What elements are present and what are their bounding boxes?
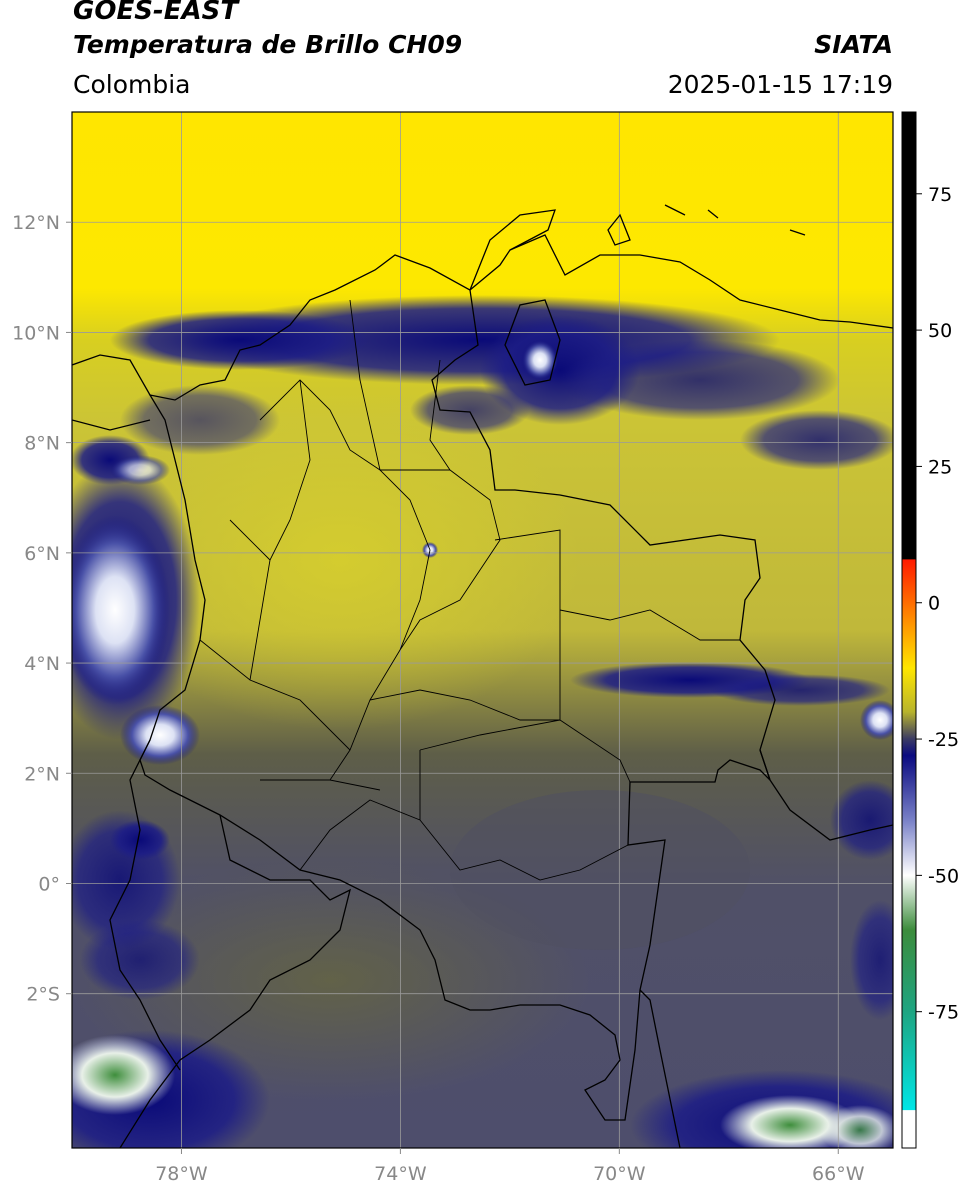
region-label: Colombia xyxy=(73,70,191,99)
venezuela-brazil xyxy=(759,749,893,841)
map-frame xyxy=(71,111,894,1149)
lon-tick-label: 70°W xyxy=(593,1163,646,1185)
lat-tick-label: 6°N xyxy=(24,543,60,565)
colorbar-tick-label: 75 xyxy=(928,184,952,206)
colorbar-tick-label: -75 xyxy=(928,1002,959,1024)
peru-ecuador xyxy=(119,814,351,1148)
colombia-border xyxy=(139,254,776,1121)
la-guajira xyxy=(469,209,556,291)
colorbar xyxy=(901,111,917,1149)
colorbar-tick-label: 50 xyxy=(928,320,952,342)
colorbar-tick-label: -50 xyxy=(928,865,959,887)
lat-tick-label: 2°S xyxy=(26,984,60,1006)
colorbar-tick-label: 0 xyxy=(928,593,940,615)
agency-label: SIATA xyxy=(814,30,893,59)
political-boundaries xyxy=(72,204,893,1148)
lat-tick-label: 0° xyxy=(38,873,60,895)
lat-tick-label: 10°N xyxy=(12,322,60,344)
lat-tick-label: 8°N xyxy=(24,433,60,455)
lat-tick-label: 4°N xyxy=(24,653,60,675)
longitude-axis: 78°W 74°W 70°W 66°W xyxy=(155,1148,865,1185)
lon-tick-label: 66°W xyxy=(812,1163,865,1185)
maracaibo xyxy=(504,299,561,386)
ecuador-coast xyxy=(109,739,181,1071)
colorbar-tick-label: 25 xyxy=(928,456,952,478)
department-lines xyxy=(199,299,740,881)
lon-tick-label: 78°W xyxy=(155,1163,208,1185)
panama-costarica xyxy=(72,354,151,431)
brazil-peru xyxy=(639,989,681,1148)
colorbar-ticks: 75 50 25 0 -25 -50 -75 xyxy=(916,184,959,1024)
latitude-axis: 12°N 10°N 8°N 6°N 4°N 2°N 0° 2°S xyxy=(12,212,72,1006)
colorbar-tick-label: -25 xyxy=(928,729,959,751)
brightness-temperature-field xyxy=(72,112,893,1148)
lat-tick-label: 12°N xyxy=(12,212,60,234)
datetime-label: 2025-01-15 17:19 xyxy=(667,70,893,99)
lon-tick-label: 74°W xyxy=(374,1163,427,1185)
product-title: Temperatura de Brillo CH09 xyxy=(73,30,463,59)
lat-tick-label: 2°N xyxy=(24,763,60,785)
aruba-curacao xyxy=(607,204,806,246)
satellite-title: GOES-EAST xyxy=(73,0,239,26)
